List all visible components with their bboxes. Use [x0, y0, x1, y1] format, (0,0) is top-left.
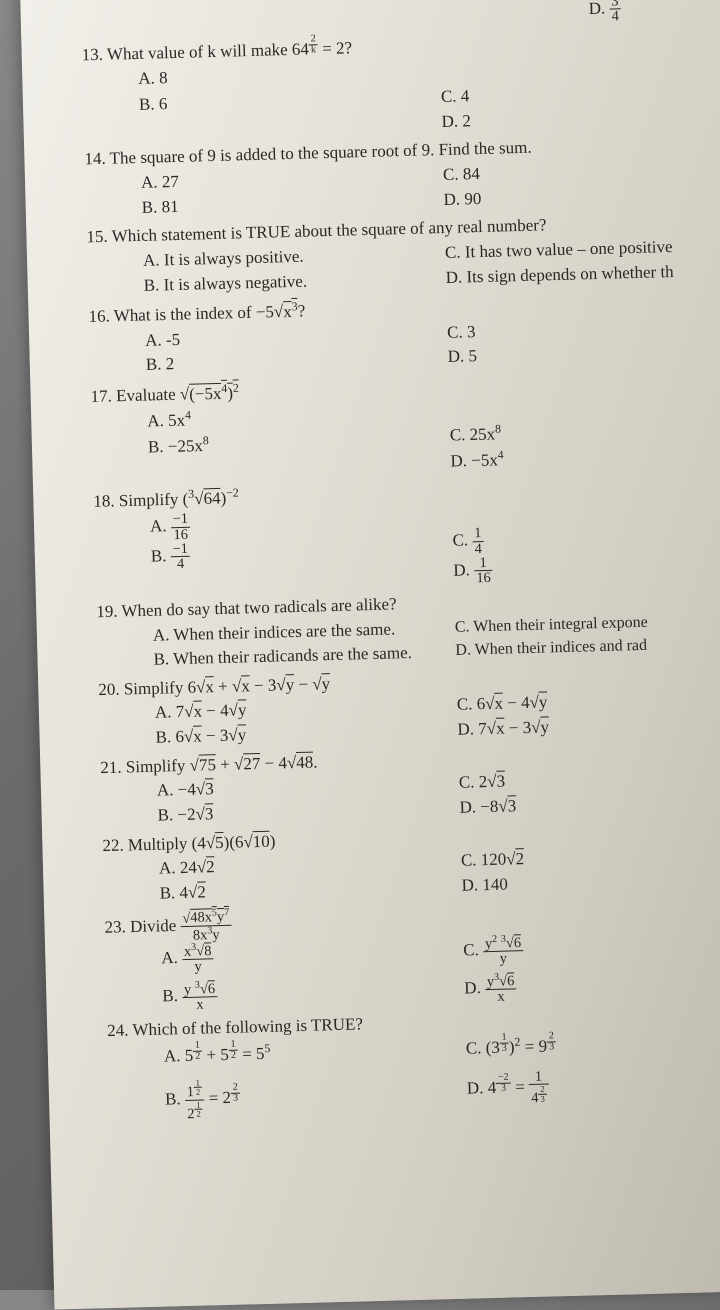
- q23-opt-b: B. y 3√6x: [162, 974, 465, 1014]
- worksheet-paper: D. 34 13. What value of k will make 642k…: [20, 0, 720, 1310]
- question-15: 15. Which statement is TRUE about the sq…: [86, 208, 720, 299]
- question-13: 13. What value of k will make 642k = 2? …: [81, 23, 720, 144]
- question-14: 14. The square of 9 is added to the squa…: [84, 131, 720, 222]
- question-16: 16. What is the index of −5√x3? A. -5 B.…: [88, 286, 720, 379]
- question-17: 17. Evaluate √(−5x4)2 A. 5x4 B. −25x8 C.…: [90, 366, 720, 484]
- q24-opt-b: B. 112212 = 223: [165, 1072, 468, 1122]
- q24-opt-d: D. 4−23 = 1423: [466, 1064, 720, 1108]
- question-24: 24. Which of the following is TRUE? A. 5…: [107, 1001, 720, 1123]
- q23-opt-a: A. x3√8y: [161, 936, 464, 976]
- q23-opt-c: C. y2 3√6y: [463, 928, 720, 968]
- q13-opt-a: A. 8: [138, 61, 339, 91]
- question-23: 23. Divide √48x5y78x3y A. x3√8y B. y 3√6…: [104, 894, 720, 1014]
- question-19: 19. When do say that two radicals are al…: [96, 583, 720, 674]
- question-18: 18. Simplify (3√64)−2 A. −116 B. −14 C. …: [93, 471, 720, 596]
- question-21: 21. Simplify √75 + √27 − 4√48. A. −4√3 B…: [100, 739, 720, 830]
- question-22: 22. Multiply (4√5)(6√10) A. 24√2 B. 4√2 …: [102, 817, 720, 908]
- question-20: 20. Simplify 6√x + √x − 3√y − √y A. 7√x …: [98, 661, 720, 752]
- q23-opt-d: D. y3√6x: [464, 966, 720, 1006]
- q24-opt-c: C. (313)2 = 923: [465, 1026, 720, 1062]
